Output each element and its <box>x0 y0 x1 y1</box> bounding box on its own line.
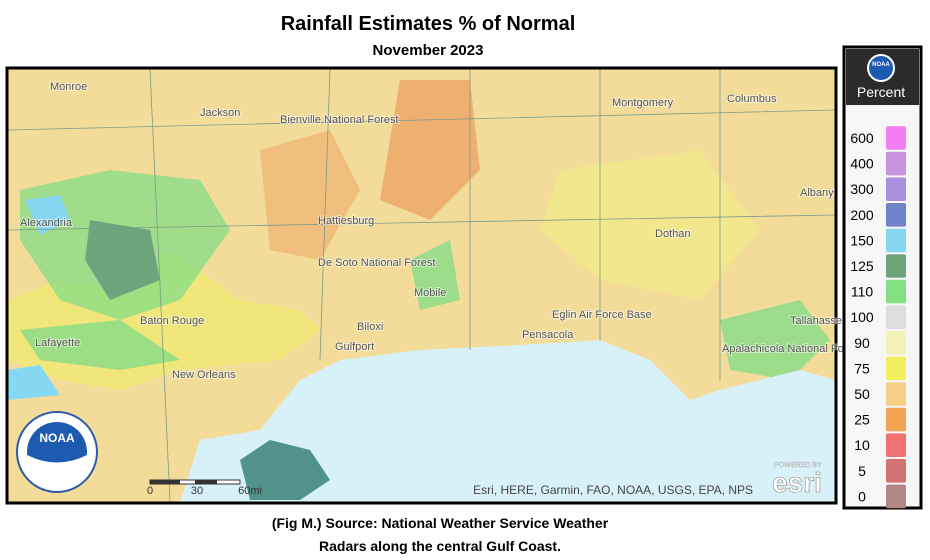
legend-swatch <box>886 177 906 201</box>
place: Columbus <box>727 93 777 105</box>
legend-swatch <box>886 484 906 509</box>
scale-label: 30 <box>191 485 203 497</box>
legend-swatch <box>886 407 906 432</box>
place: Eglin Air Force Base <box>552 309 652 321</box>
place: Albany <box>800 187 834 199</box>
legend-swatch <box>886 151 906 176</box>
legend-label: 200 <box>850 207 874 223</box>
legend-swatch <box>886 433 906 457</box>
legend-label: 300 <box>850 181 874 197</box>
place: Baton Rouge <box>140 315 204 327</box>
legend-label: 110 <box>851 284 874 300</box>
legend-label: 75 <box>854 360 870 376</box>
logo-text: NOAA <box>39 431 75 445</box>
place: Bienville National Forest <box>280 114 399 126</box>
legend-label: 50 <box>854 386 870 402</box>
legend-label: 100 <box>850 309 874 325</box>
legend-title: Percent <box>857 84 905 100</box>
map: Monroe Jackson Bienville National Forest… <box>5 66 863 505</box>
legend-logo-text: NOAA <box>872 62 890 68</box>
place: Jackson <box>200 107 240 119</box>
legend-label: 150 <box>850 232 874 248</box>
place: Monroe <box>50 81 87 93</box>
legend-label: 0 <box>858 488 866 504</box>
legend-swatch <box>886 331 906 355</box>
esri-logo: esri <box>772 467 822 498</box>
legend-swatch <box>886 254 906 278</box>
title: Rainfall Estimates % of Normal <box>281 13 576 35</box>
place: De Soto National Forest <box>318 257 435 269</box>
place: Biloxi <box>357 321 383 333</box>
legend: NOAA Percent 600400300200150125110100907… <box>842 45 923 510</box>
place: Gulfport <box>335 341 374 353</box>
place: Tallahassee <box>790 315 848 327</box>
place: New Orleans <box>172 369 236 381</box>
legend-swatch <box>886 305 906 329</box>
caption: Radars along the central Gulf Coast. <box>319 538 561 554</box>
place: Hattiesburg <box>318 215 374 227</box>
place: Dothan <box>655 228 690 240</box>
caption: (Fig M.) Source: National Weather Servic… <box>272 515 609 531</box>
legend-label: 10 <box>854 437 870 453</box>
legend-swatch <box>886 203 906 227</box>
legend-swatch <box>886 356 906 381</box>
legend-label: 125 <box>850 258 874 274</box>
legend-swatch <box>886 279 906 304</box>
legend-swatch <box>886 126 906 150</box>
legend-swatch <box>886 228 906 253</box>
attribution: Esri, HERE, Garmin, FAO, NOAA, USGS, EPA… <box>473 483 753 497</box>
legend-logo <box>867 54 895 82</box>
place: Alexandria <box>20 217 73 229</box>
legend-label: 400 <box>850 156 874 172</box>
legend-label: 5 <box>858 463 866 479</box>
place: Pensacola <box>522 329 574 341</box>
place: Mobile <box>414 287 446 299</box>
legend-label: 90 <box>854 335 870 351</box>
powered-by: POWERED BY <box>774 462 822 469</box>
subtitle: November 2023 <box>373 42 484 59</box>
place: Apalachicola National Forest <box>722 343 862 355</box>
scale-label: 0 <box>147 485 153 497</box>
legend-label: 600 <box>850 130 874 146</box>
place: Lafayette <box>35 337 80 349</box>
place: Montgomery <box>612 97 674 109</box>
scale-label: 60mi <box>238 485 262 497</box>
legend-label: 25 <box>854 412 870 428</box>
legend-swatch <box>886 459 906 483</box>
legend-swatch <box>886 382 906 406</box>
